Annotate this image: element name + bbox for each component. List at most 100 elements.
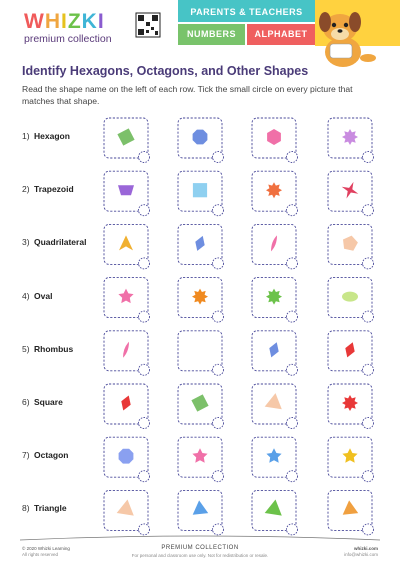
logo-subtitle: premium collection bbox=[24, 33, 112, 45]
footer-divider bbox=[19, 535, 381, 541]
shape bbox=[119, 235, 133, 251]
tab-label[interactable]: NUMBERS bbox=[186, 29, 236, 39]
row-label: Triangle bbox=[34, 503, 67, 514]
tick-circle[interactable] bbox=[212, 417, 224, 429]
row-label: Octagon bbox=[34, 450, 69, 461]
shape bbox=[118, 448, 134, 464]
website: whizki.com bbox=[353, 546, 378, 551]
tick-circle[interactable] bbox=[286, 363, 298, 376]
shape bbox=[118, 185, 134, 196]
logo: WHIZKI bbox=[24, 10, 105, 33]
shape bbox=[342, 395, 358, 411]
tick-circle[interactable] bbox=[362, 151, 374, 163]
tab-label[interactable]: ALPHABET bbox=[254, 29, 308, 39]
shape bbox=[266, 288, 282, 305]
dog-mascot bbox=[319, 12, 376, 67]
shape bbox=[264, 393, 282, 410]
shape bbox=[342, 500, 359, 515]
shape bbox=[195, 235, 205, 251]
shape bbox=[192, 500, 209, 515]
tick-circle[interactable] bbox=[138, 257, 150, 270]
instructions: Read the shape name on the left of each … bbox=[22, 84, 353, 106]
worksheet-title: Identify Hexagons, Octagons, and Other S… bbox=[22, 64, 309, 78]
shape bbox=[117, 128, 135, 146]
row-label: Rhombus bbox=[34, 343, 74, 354]
row-number: 4) bbox=[22, 290, 30, 301]
shape bbox=[341, 181, 359, 199]
shape bbox=[343, 235, 358, 251]
row-number: 8) bbox=[22, 503, 30, 514]
shape bbox=[271, 235, 277, 252]
shape bbox=[345, 342, 355, 358]
tick-circle[interactable] bbox=[212, 151, 224, 163]
shape bbox=[192, 129, 208, 145]
collection: PREMIUM COLLECTION bbox=[161, 545, 239, 551]
tick-circle[interactable] bbox=[138, 151, 150, 163]
copyright: © 2020 Whizki Learning bbox=[22, 546, 70, 551]
tab-label: PARENTS & TEACHERS bbox=[190, 7, 303, 17]
shape bbox=[266, 182, 282, 199]
tick-circle[interactable] bbox=[286, 310, 298, 323]
shape bbox=[266, 448, 282, 463]
tick-circle[interactable] bbox=[286, 151, 298, 163]
shape bbox=[123, 341, 129, 358]
tick-circle[interactable] bbox=[362, 470, 374, 483]
tab-background bbox=[178, 24, 245, 45]
row-number: 1) bbox=[22, 131, 30, 141]
tick-circle[interactable] bbox=[362, 204, 374, 217]
tick-circle[interactable] bbox=[286, 470, 298, 483]
tick-circle[interactable] bbox=[212, 523, 224, 536]
tick-circle[interactable] bbox=[138, 204, 150, 217]
tick-circle[interactable] bbox=[286, 523, 298, 536]
shape bbox=[192, 448, 208, 463]
tick-circle[interactable] bbox=[362, 363, 374, 376]
tick-circle[interactable] bbox=[362, 523, 374, 536]
row-number: 3) bbox=[22, 237, 30, 248]
shape bbox=[264, 499, 282, 516]
tick-circle[interactable] bbox=[286, 204, 298, 217]
usage-note: For personal and classroom use only. Not… bbox=[131, 553, 269, 558]
row-label: Square bbox=[34, 397, 63, 407]
shape bbox=[342, 448, 358, 463]
rights: All rights reserved bbox=[22, 552, 59, 557]
row-label: Oval bbox=[34, 290, 53, 301]
shape bbox=[269, 342, 279, 358]
tick-circle[interactable] bbox=[138, 417, 150, 429]
tick-circle[interactable] bbox=[362, 257, 374, 270]
tick-circle[interactable] bbox=[212, 470, 224, 483]
picture-box bbox=[177, 330, 223, 372]
tick-circle[interactable] bbox=[138, 523, 150, 536]
row-label: Hexagon bbox=[34, 131, 70, 141]
shape bbox=[192, 288, 208, 305]
row-label: Quadrilateral bbox=[34, 237, 87, 248]
shape bbox=[191, 394, 209, 412]
shape bbox=[192, 183, 208, 198]
shape bbox=[342, 291, 358, 302]
row-number: 2) bbox=[22, 184, 30, 195]
shape bbox=[267, 129, 281, 145]
tick-circle[interactable] bbox=[138, 310, 150, 323]
tick-circle[interactable] bbox=[286, 417, 298, 429]
tick-circle[interactable] bbox=[212, 204, 224, 217]
shape bbox=[121, 395, 131, 411]
row-number: 7) bbox=[22, 450, 30, 461]
qr-code bbox=[135, 12, 161, 38]
tick-circle[interactable] bbox=[138, 363, 150, 376]
row-label: Trapezoid bbox=[34, 184, 74, 195]
tab-background bbox=[247, 24, 315, 45]
shape bbox=[116, 499, 134, 516]
row-number: 5) bbox=[22, 343, 30, 354]
tick-circle[interactable] bbox=[362, 417, 374, 429]
row-number: 6) bbox=[22, 397, 30, 407]
tick-circle[interactable] bbox=[138, 470, 150, 483]
tick-circle[interactable] bbox=[286, 257, 298, 270]
tick-circle[interactable] bbox=[362, 310, 374, 323]
shape bbox=[342, 129, 358, 145]
tick-circle[interactable] bbox=[212, 310, 224, 323]
shape bbox=[118, 288, 134, 304]
tick-circle[interactable] bbox=[212, 363, 224, 376]
tick-circle[interactable] bbox=[212, 257, 224, 270]
email: info@whizki.com bbox=[344, 552, 378, 557]
